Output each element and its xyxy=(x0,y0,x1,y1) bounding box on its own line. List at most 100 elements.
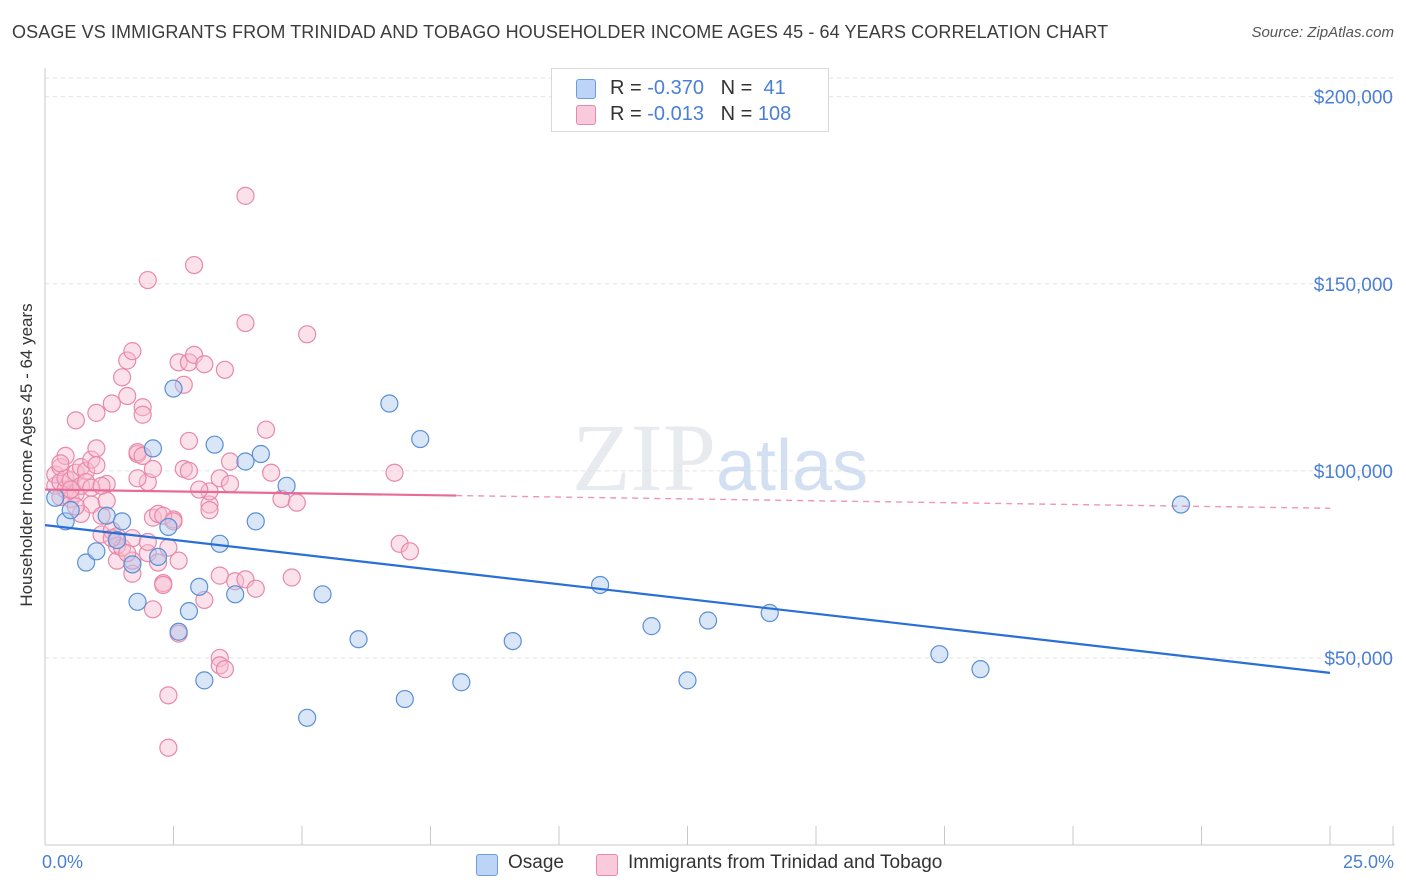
osage-point xyxy=(56,512,75,531)
immigrants-point xyxy=(112,368,132,387)
series-legend: Osage Immigrants from Trinidad and Tobag… xyxy=(0,852,1406,878)
immigrants-point xyxy=(159,686,178,705)
osage-point xyxy=(107,530,127,550)
immigrants-point xyxy=(174,375,193,394)
immigrants-point xyxy=(123,342,142,361)
correlation-legend: R = -0.370 N = 41 R = -0.013 N = 108 xyxy=(551,68,829,132)
trend-lines xyxy=(44,488,1331,674)
watermark-suffix: atlas xyxy=(716,426,868,506)
osage-point xyxy=(77,553,96,572)
immigrants-point xyxy=(169,551,188,570)
osage-point xyxy=(179,602,199,621)
immigrants-point xyxy=(215,360,234,379)
osage-point xyxy=(380,394,399,413)
osage-point xyxy=(195,671,214,690)
legend-r-value: -0.370 xyxy=(647,77,704,99)
x-tick-label-max: 25.0% xyxy=(1342,852,1394,872)
immigrants-point xyxy=(190,480,209,499)
immigrants-point xyxy=(210,469,229,488)
osage-point xyxy=(411,429,430,449)
legend-n-label: N = xyxy=(720,103,758,125)
immigrants-point xyxy=(184,255,204,275)
immigrants-point xyxy=(195,355,214,374)
osage-point xyxy=(313,585,332,604)
legend-n-value: 41 xyxy=(757,77,786,99)
immigrants-point xyxy=(143,459,163,479)
legend-r-label: R = xyxy=(610,103,648,125)
osage-point xyxy=(1171,495,1191,514)
legend-swatch-osage xyxy=(576,79,596,99)
y-tick-labels: $50,000 $100,000 $150,000 $200,000 xyxy=(1314,88,1393,670)
osage-point xyxy=(395,689,414,709)
immigrants-point xyxy=(400,542,420,561)
osage-point xyxy=(46,488,65,507)
legend-r-value: -0.013 xyxy=(647,103,704,125)
y-tick-label: $200,000 xyxy=(1314,88,1393,109)
immigrants-point xyxy=(220,474,240,494)
immigrants-point xyxy=(256,420,276,439)
osage-label: Osage xyxy=(508,852,564,873)
immigrants-point xyxy=(179,431,199,451)
osage-point xyxy=(112,512,132,531)
immigrants-point xyxy=(138,270,157,290)
osage-point xyxy=(159,517,178,537)
immigrants-point xyxy=(236,570,255,589)
legend-r-label: R = xyxy=(610,77,648,99)
legend-n-value: 108 xyxy=(757,103,792,125)
series-immigrants-points xyxy=(46,186,420,757)
immigrants-label: Immigrants from Trinidad and Tobago xyxy=(628,852,943,873)
immigrants-point xyxy=(215,660,234,679)
immigrants-point xyxy=(66,411,85,430)
osage-point xyxy=(226,585,245,604)
immigrants-point xyxy=(118,386,137,406)
immigrants-point xyxy=(87,439,106,458)
osage-point xyxy=(128,592,147,611)
immigrants-point xyxy=(287,493,306,512)
osage-point xyxy=(298,708,317,727)
immigrants-point xyxy=(262,463,281,482)
immigrants-point xyxy=(133,446,152,465)
osage-point xyxy=(236,452,255,471)
osage-swatch xyxy=(476,854,498,876)
immigrants-swatch xyxy=(596,854,618,876)
osage-point xyxy=(87,542,106,561)
osage-point xyxy=(971,660,990,679)
immigrants-point xyxy=(164,512,183,531)
osage-trend-line-solid xyxy=(44,524,1331,674)
osage-point xyxy=(148,547,168,567)
immigrants-point xyxy=(179,461,199,480)
immigrants-point xyxy=(133,398,152,417)
y-tick-label: $150,000 xyxy=(1314,275,1393,296)
osage-point xyxy=(61,501,80,520)
immigrants-point xyxy=(169,353,188,372)
legend-n-label: N = xyxy=(720,77,758,99)
legend-swatch-immigrants xyxy=(576,105,596,125)
osage-point xyxy=(591,575,610,595)
watermark: ZIPatlas xyxy=(572,404,868,511)
osage-point xyxy=(503,631,522,651)
immigrants-point xyxy=(210,566,229,585)
immigrants-point xyxy=(82,450,101,469)
immigrants-trend-line-solid xyxy=(44,488,457,497)
osage-point xyxy=(143,439,163,458)
source-label: Source: ZipAtlas.com xyxy=(1251,24,1394,41)
chart-title: OSAGE VS IMMIGRANTS FROM TRINIDAD AND TO… xyxy=(12,22,1109,42)
osage-point xyxy=(698,611,718,630)
immigrants-point xyxy=(246,579,265,598)
immigrants-point xyxy=(87,456,106,475)
immigrants-point xyxy=(87,403,106,422)
immigrants-point xyxy=(154,506,173,525)
immigrants-point xyxy=(220,452,240,471)
immigrants-point xyxy=(200,495,219,514)
osage-point xyxy=(452,673,471,692)
immigrants-point xyxy=(184,345,204,364)
x-tick-label-min: 0.0% xyxy=(42,852,84,872)
immigrants-point xyxy=(159,738,178,757)
immigrants-point xyxy=(118,351,137,370)
osage-point xyxy=(246,512,265,531)
osage-point xyxy=(190,577,209,596)
immigrants-point xyxy=(148,553,168,572)
immigrants-point xyxy=(236,313,255,333)
immigrants-point xyxy=(390,534,409,553)
